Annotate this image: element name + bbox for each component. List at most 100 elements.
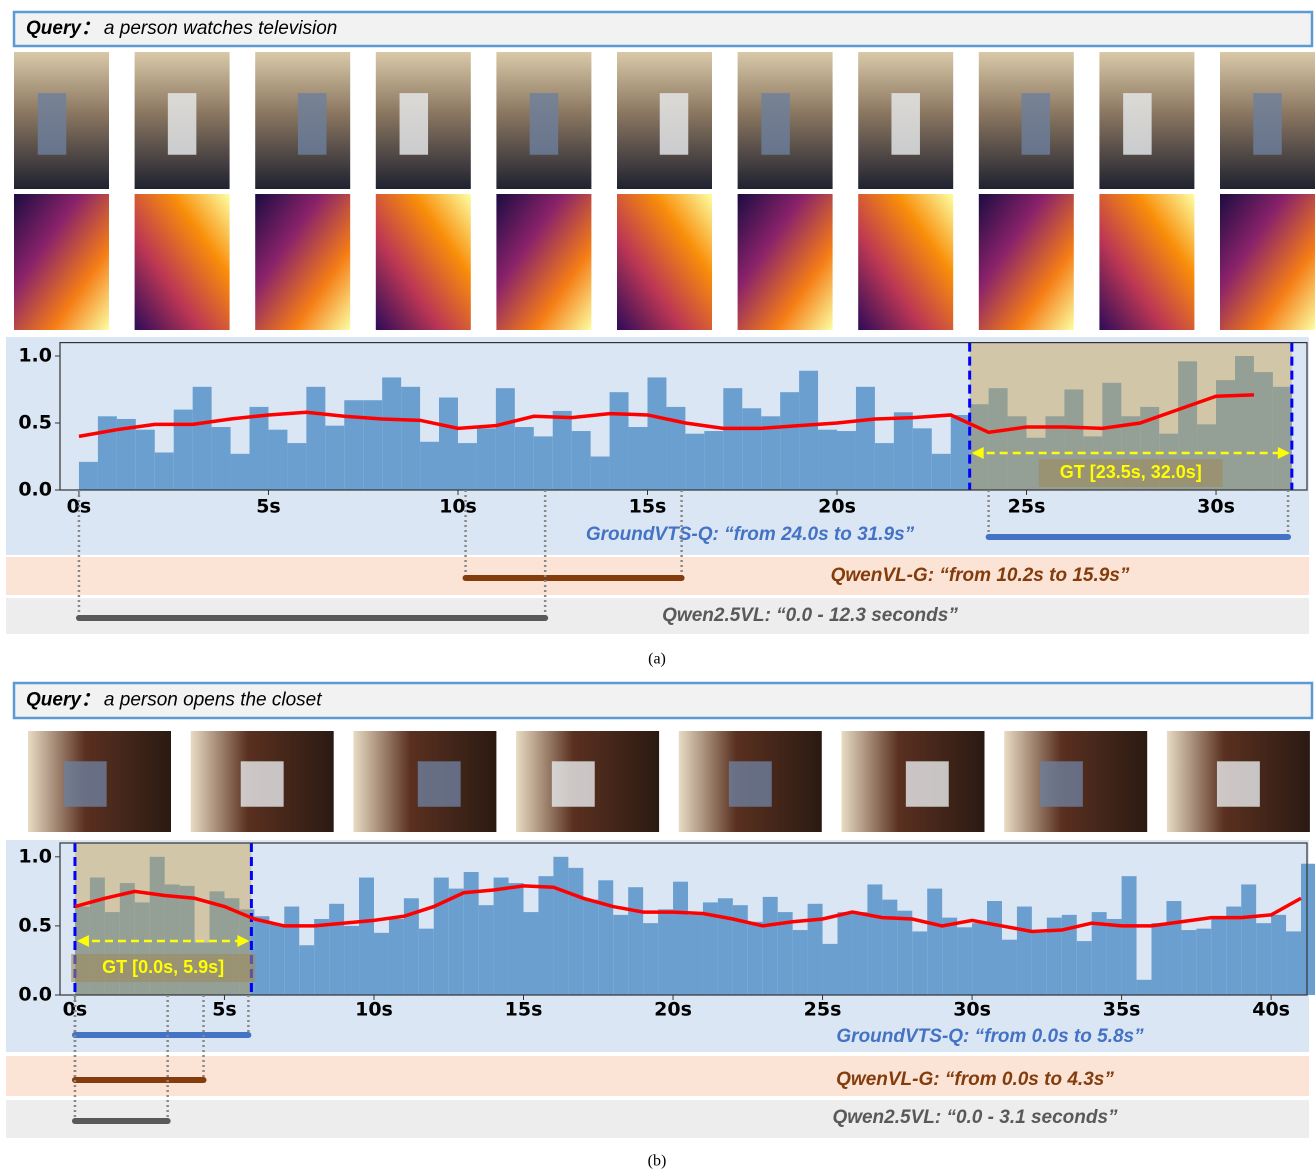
bar [553, 411, 572, 490]
bar [344, 926, 359, 995]
bar [838, 912, 853, 995]
query-text: Query：a person watches television [26, 18, 337, 39]
caption: (a) [648, 651, 666, 668]
bar [913, 428, 932, 490]
x-tick-label: 30s [1197, 496, 1235, 518]
prediction-label: Qwen2.5VL: “0.0 - 12.3 seconds” [662, 605, 958, 626]
bar [382, 377, 401, 490]
bar [610, 392, 629, 490]
bar [867, 884, 882, 995]
bar [1271, 915, 1286, 995]
bar [628, 887, 643, 995]
y-tick-label: 0.0 [18, 479, 52, 501]
attention-heatmap [979, 194, 1074, 330]
x-tick-label: 25s [1008, 496, 1046, 518]
bar [254, 916, 269, 995]
bar [496, 388, 515, 490]
bar [449, 889, 464, 995]
bar [1181, 930, 1196, 995]
frame-detail [1217, 761, 1260, 806]
bar [856, 387, 875, 490]
query: a person opens the closet [104, 690, 322, 711]
bar [174, 410, 193, 490]
bar [269, 925, 284, 995]
bar [598, 880, 613, 995]
frame-detail [530, 93, 559, 155]
bar [250, 407, 269, 490]
y-tick-label: 1.0 [18, 345, 52, 367]
bar [972, 923, 987, 995]
x-tick-label: 20s [654, 999, 692, 1021]
bar [212, 427, 231, 490]
frame-detail [906, 761, 949, 806]
bar [957, 927, 972, 995]
bar [389, 919, 404, 995]
bar [748, 922, 763, 995]
y-tick-label: 0.5 [18, 412, 52, 434]
bar [374, 933, 389, 995]
frame-detail [241, 761, 284, 806]
bar [818, 430, 837, 490]
bar [193, 387, 212, 490]
x-tick-label: 35s [1103, 999, 1141, 1021]
bar [583, 900, 598, 995]
bar [325, 426, 344, 490]
bar [591, 457, 610, 491]
bar [658, 909, 673, 995]
x-tick-label: 40s [1252, 999, 1290, 1021]
attention-heatmap [858, 194, 953, 330]
query: a person watches television [104, 18, 337, 39]
x-tick-label: 10s [439, 496, 477, 518]
bar [568, 868, 583, 995]
x-tick-label: 5s [212, 999, 237, 1021]
bar [1241, 884, 1256, 995]
bar [1211, 919, 1226, 995]
bar [1196, 929, 1211, 995]
bar [1077, 941, 1092, 995]
bar [359, 878, 374, 995]
figure: Query：a person watches televisionGT [23.… [0, 0, 1315, 1170]
frame-detail [1253, 93, 1282, 155]
attention-heatmap [738, 194, 833, 330]
prediction-label: GroundVTS-Q: “from 0.0s to 5.8s” [836, 1026, 1144, 1047]
prediction-label: Qwen2.5VL: “0.0 - 3.1 seconds” [832, 1107, 1118, 1128]
bar [763, 897, 778, 995]
attention-heatmap [14, 194, 109, 330]
bar [439, 398, 458, 490]
frame-detail [400, 93, 429, 155]
bar [1137, 980, 1152, 995]
bar [231, 454, 250, 490]
attention-heatmap [617, 194, 712, 330]
bar [479, 905, 494, 995]
x-tick-label: 20s [818, 496, 856, 518]
bar [613, 915, 628, 995]
bar [155, 452, 174, 490]
bar [793, 930, 808, 995]
bar [1017, 907, 1032, 995]
bar [299, 945, 314, 995]
bar [1286, 931, 1301, 995]
bar [704, 431, 723, 490]
attention-heatmap [496, 194, 591, 330]
bar [1256, 923, 1271, 995]
bar [434, 878, 449, 995]
prediction-label: GroundVTS-Q: “from 24.0s to 31.9s” [586, 524, 915, 545]
bar [136, 430, 155, 490]
bar [306, 387, 325, 490]
bar [572, 431, 591, 490]
query-label: Query： [26, 690, 100, 711]
bar [718, 898, 733, 995]
bar [284, 907, 299, 995]
bar [780, 392, 799, 490]
bar [1301, 864, 1315, 995]
bar [98, 416, 117, 490]
bar [401, 387, 420, 490]
bar [1107, 919, 1122, 995]
bar [894, 412, 913, 490]
bar [673, 882, 688, 995]
bar [799, 371, 818, 490]
attention-heatmap [135, 194, 230, 330]
bar [875, 443, 894, 490]
x-tick-label: 10s [355, 999, 393, 1021]
frame-detail [1123, 93, 1152, 155]
